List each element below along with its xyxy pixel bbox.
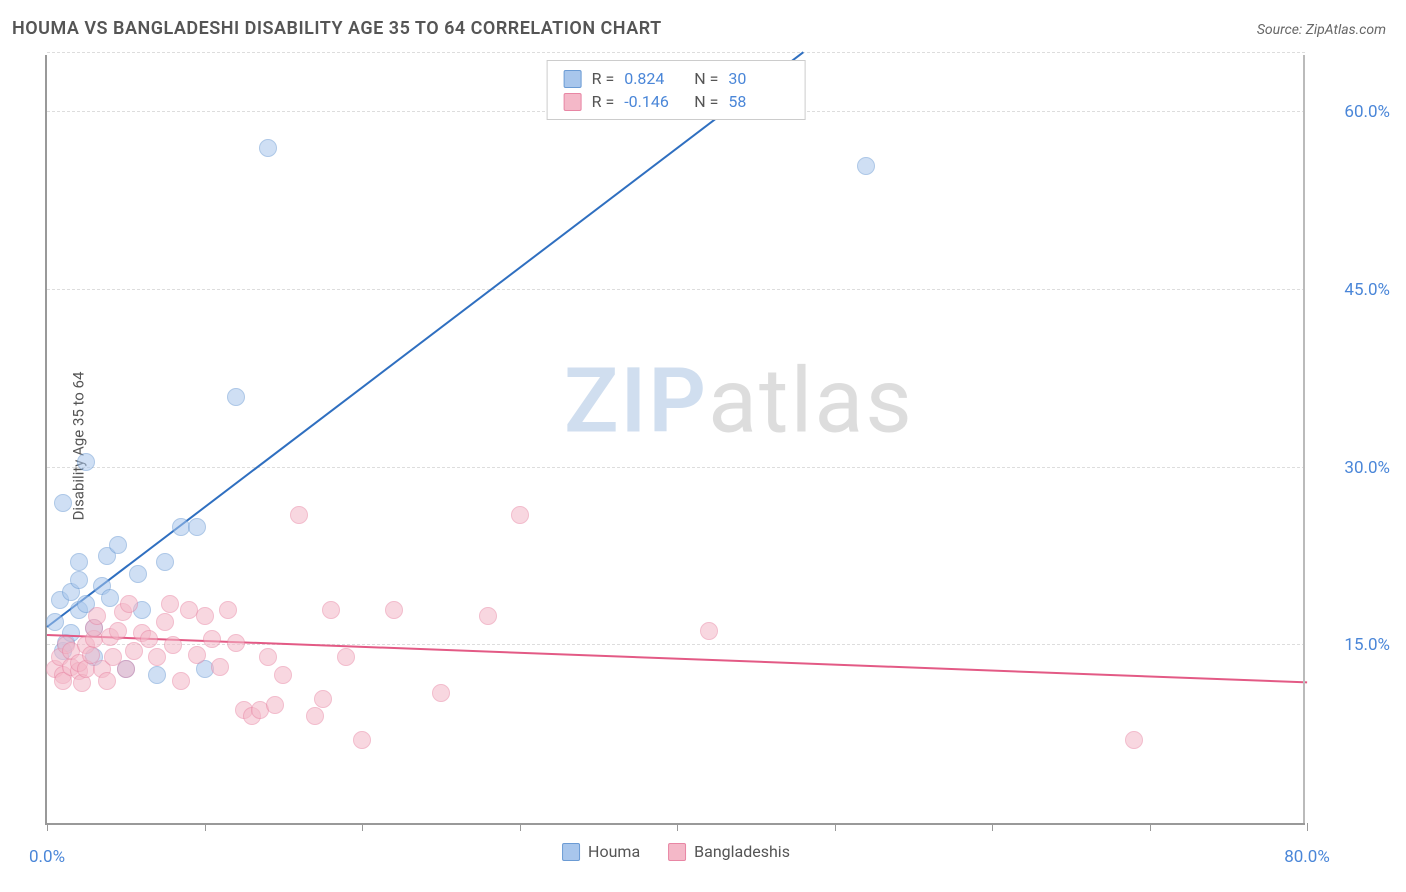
data-point (211, 658, 229, 676)
x-tick (362, 823, 363, 831)
x-tick-label: 80.0% (1284, 847, 1330, 867)
data-point (259, 139, 277, 157)
data-point (227, 634, 245, 652)
gridline (47, 52, 1305, 53)
data-point (70, 571, 88, 589)
y-tick-label: 45.0% (1320, 280, 1390, 300)
data-point (109, 622, 127, 640)
x-tick (1150, 823, 1151, 831)
legend-label: Bangladeshis (694, 842, 790, 861)
data-point (290, 506, 308, 524)
chart-container: HOUMA VS BANGLADESHI DISABILITY AGE 35 T… (0, 0, 1406, 892)
watermark: ZIPatlas (564, 348, 914, 453)
gridline (47, 289, 1305, 290)
data-point (156, 613, 174, 631)
x-tick (835, 823, 836, 831)
data-point (511, 506, 529, 524)
gridline (47, 467, 1305, 468)
data-point (161, 595, 179, 613)
data-point (227, 388, 245, 406)
correlation-legend-row: R =0.824N =30 (560, 67, 793, 90)
data-point (70, 553, 88, 571)
data-point (98, 672, 116, 690)
x-tick (1307, 823, 1308, 831)
legend-item: Houma (562, 842, 640, 861)
legend-swatch (564, 93, 582, 111)
watermark-suffix: atlas (708, 348, 914, 453)
data-point (77, 453, 95, 471)
data-point (164, 636, 182, 654)
chart-title: HOUMA VS BANGLADESHI DISABILITY AGE 35 T… (12, 18, 662, 39)
data-point (109, 536, 127, 554)
data-point (46, 613, 64, 631)
data-point (1125, 731, 1143, 749)
data-point (129, 565, 147, 583)
data-point (322, 601, 340, 619)
x-tick (47, 823, 48, 831)
data-point (120, 595, 138, 613)
data-point (274, 666, 292, 684)
data-point (148, 666, 166, 684)
y-tick-label: 60.0% (1320, 102, 1390, 122)
data-point (203, 630, 221, 648)
data-point (196, 607, 214, 625)
data-point (148, 648, 166, 666)
legend-swatch (562, 843, 580, 861)
watermark-prefix: ZIP (564, 348, 708, 453)
legend-swatch (668, 843, 686, 861)
data-point (219, 601, 237, 619)
data-point (314, 690, 332, 708)
trend-line (46, 51, 803, 627)
data-point (700, 622, 718, 640)
x-tick-label: 0.0% (29, 847, 65, 867)
data-point (432, 684, 450, 702)
data-point (156, 553, 174, 571)
data-point (117, 660, 135, 678)
data-point (353, 731, 371, 749)
data-point (88, 607, 106, 625)
y-tick-label: 30.0% (1320, 458, 1390, 478)
data-point (385, 601, 403, 619)
data-point (188, 518, 206, 536)
x-tick (677, 823, 678, 831)
data-point (188, 646, 206, 664)
x-tick (992, 823, 993, 831)
chart-source: Source: ZipAtlas.com (1257, 22, 1386, 38)
legend-label: Houma (588, 842, 640, 861)
data-point (54, 494, 72, 512)
plot-area: ZIPatlas 15.0%30.0%45.0%60.0%0.0%80.0%R … (45, 55, 1305, 825)
y-tick-label: 15.0% (1320, 635, 1390, 655)
data-point (125, 642, 143, 660)
data-point (259, 648, 277, 666)
data-point (306, 707, 324, 725)
data-point (479, 607, 497, 625)
series-legend: Houma Bangladeshis (562, 842, 790, 861)
correlation-legend-row: R =-0.146N =58 (560, 90, 793, 113)
x-tick (205, 823, 206, 831)
data-point (140, 630, 158, 648)
data-point (266, 696, 284, 714)
x-tick (520, 823, 521, 831)
legend-swatch (564, 70, 582, 88)
data-point (337, 648, 355, 666)
data-point (857, 157, 875, 175)
data-point (172, 672, 190, 690)
correlation-legend: R =0.824N =30R =-0.146N =58 (547, 60, 806, 120)
legend-item: Bangladeshis (668, 842, 790, 861)
